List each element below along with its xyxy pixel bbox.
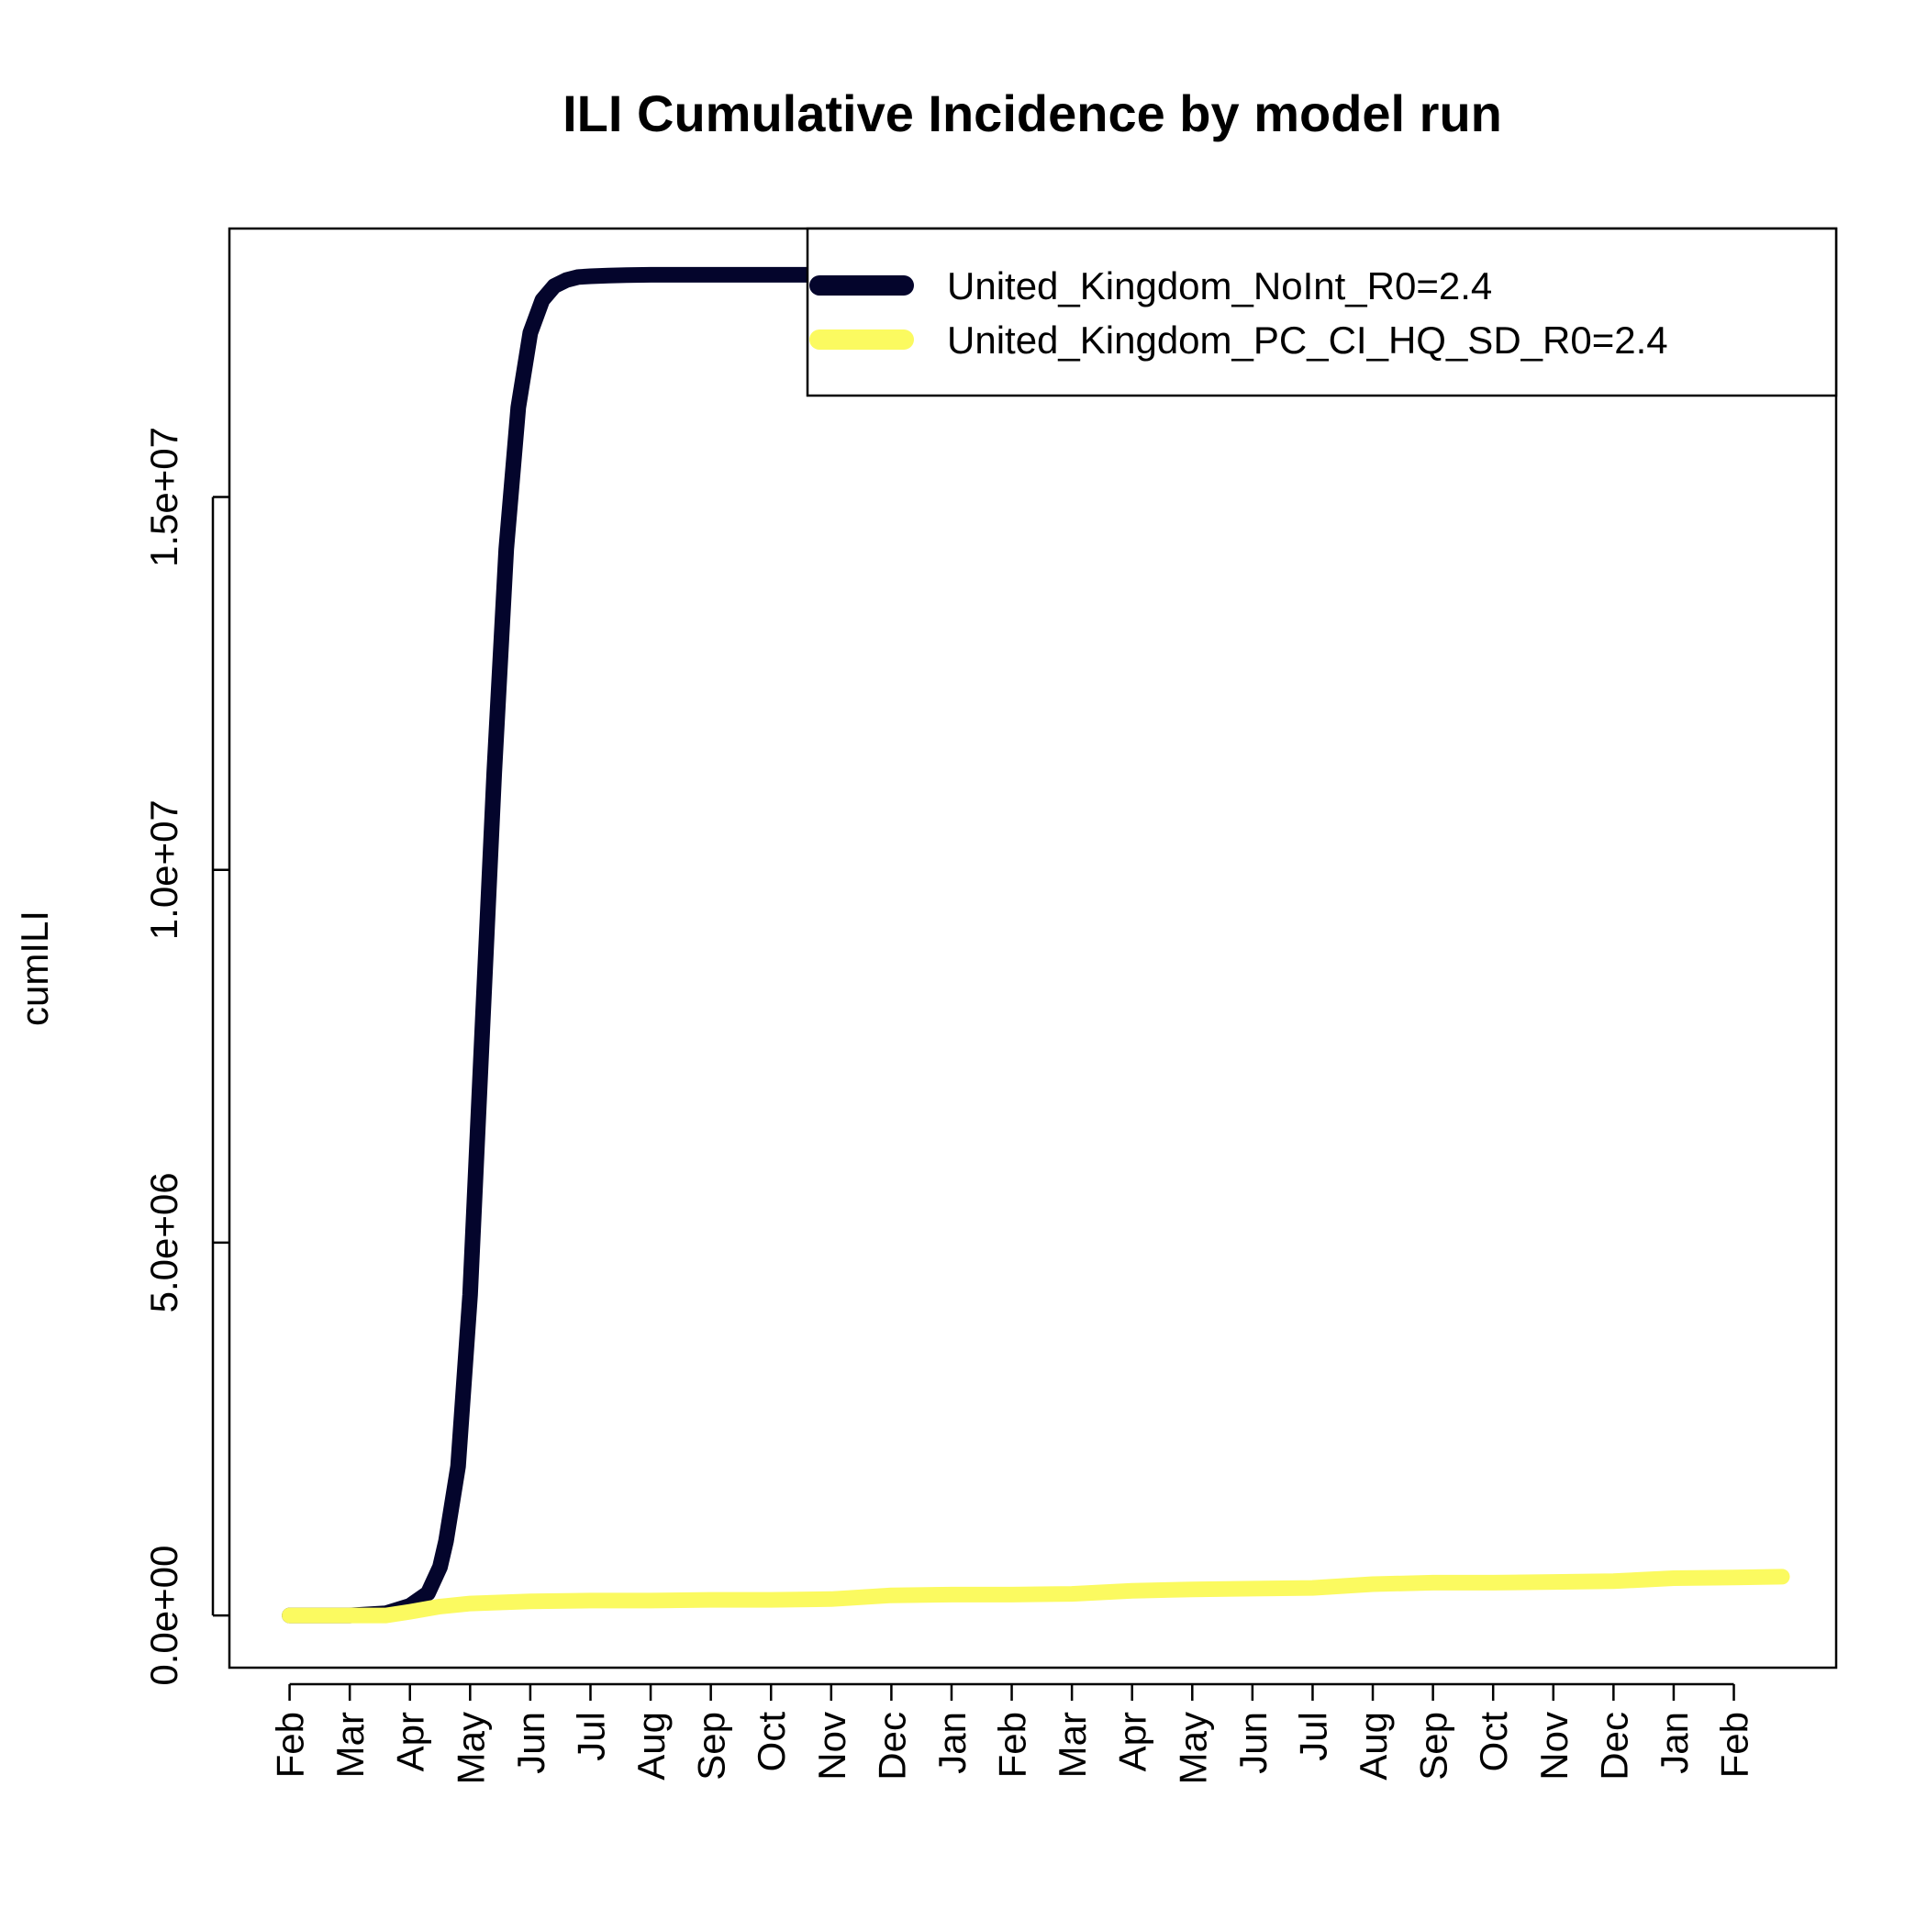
x-tick-label-0: Feb (269, 1712, 312, 1778)
y-tick-label-2: 1.0e+07 (142, 799, 185, 940)
x-tick-label-17: Jul (1291, 1712, 1334, 1761)
series-line-1 (282, 1569, 1790, 1624)
x-tick-label-2: Apr (389, 1712, 432, 1771)
x-tick-label-21: Nov (1532, 1712, 1576, 1781)
x-tick-label-24: Feb (1713, 1712, 1756, 1778)
x-tick-label-1: Mar (329, 1712, 372, 1778)
series-layer (282, 266, 1790, 1624)
x-tick-label-5: Jul (570, 1712, 613, 1761)
y-tick-label-3: 1.5e+07 (142, 427, 185, 567)
legend-label-interventions: United_Kingdom_PC_CI_HQ_SD_R0=2.4 (947, 318, 1668, 362)
x-tick-label-4: Jun (509, 1712, 552, 1774)
x-tick-label-22: Dec (1592, 1712, 1635, 1781)
x-tick-label-18: Aug (1352, 1712, 1395, 1781)
legend-label-no-intervention: United_Kingdom_NoInt_R0=2.4 (947, 264, 1492, 307)
x-tick-label-12: Feb (991, 1712, 1034, 1778)
y-axis-label: cumILI (13, 910, 56, 1026)
y-tick-label-0: 0.0e+00 (142, 1546, 185, 1686)
chart-title: ILI Cumulative Incidence by model run (563, 84, 1502, 142)
x-tick-label-7: Sep (690, 1712, 733, 1781)
x-tick-label-3: May (449, 1712, 492, 1784)
legend: United_Kingdom_NoInt_R0=2.4 United_Kingd… (806, 227, 1838, 397)
x-tick-label-13: Mar (1051, 1712, 1094, 1778)
legend-box (806, 227, 1838, 397)
x-tick-label-8: Oct (750, 1712, 793, 1772)
x-tick-label-9: Nov (810, 1712, 853, 1781)
axis-layer: 0.0e+00 5.0e+06 1.0e+07 1.5e+07 Feb Mar Apr May… (142, 427, 1756, 1784)
y-tick-label-1: 5.0e+06 (142, 1172, 185, 1312)
x-tick-label-20: Oct (1472, 1712, 1515, 1772)
plot-frame (228, 227, 1838, 1670)
series-line-0 (282, 266, 1790, 1624)
x-tick-label-14: Apr (1111, 1712, 1154, 1771)
x-tick-label-16: Jun (1231, 1712, 1275, 1774)
x-tick-label-10: Dec (870, 1712, 913, 1781)
x-tick-label-11: Jan (930, 1712, 974, 1774)
x-tick-label-15: May (1171, 1712, 1214, 1784)
x-tick-label-6: Aug (629, 1712, 673, 1781)
x-tick-label-23: Jan (1653, 1712, 1696, 1774)
x-tick-label-19: Sep (1412, 1712, 1455, 1781)
